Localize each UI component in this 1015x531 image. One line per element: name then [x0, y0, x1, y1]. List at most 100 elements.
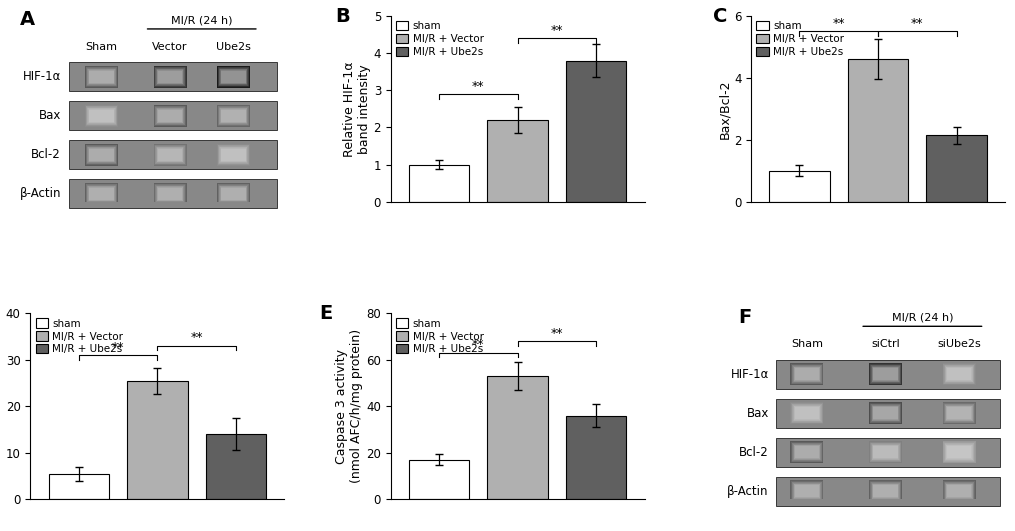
Bar [217, 144, 250, 166]
Bar [217, 106, 250, 126]
Text: siCtrl: siCtrl [871, 339, 900, 349]
Bar [794, 484, 820, 499]
Bar [87, 146, 116, 164]
Bar [871, 405, 900, 422]
Bar [945, 483, 973, 500]
Bar [945, 366, 973, 382]
Bar [220, 70, 247, 83]
Bar [945, 365, 973, 383]
Bar [776, 399, 1000, 427]
Bar [218, 67, 249, 86]
Bar [155, 68, 185, 85]
Y-axis label: TUNEL cells (%): TUNEL cells (%) [0, 357, 3, 456]
Bar [793, 443, 821, 461]
Bar [794, 406, 820, 420]
Text: **: ** [191, 331, 203, 345]
Bar [869, 402, 902, 424]
Bar [487, 376, 548, 499]
Text: siUbe2s: siUbe2s [937, 339, 982, 349]
Bar [219, 107, 248, 125]
Bar [791, 442, 823, 463]
Bar [220, 108, 247, 123]
Bar [87, 108, 116, 124]
Text: Sham: Sham [85, 42, 118, 52]
Legend: sham, MI/R + Vector, MI/R + Ube2s: sham, MI/R + Vector, MI/R + Ube2s [396, 319, 484, 354]
Bar [89, 71, 114, 83]
Bar [945, 405, 973, 422]
Text: F: F [738, 308, 752, 327]
Bar [946, 484, 972, 498]
Bar [874, 485, 897, 498]
Bar [156, 148, 184, 162]
Bar [793, 366, 821, 382]
Bar [154, 184, 186, 203]
Bar [944, 443, 974, 461]
Bar [944, 482, 974, 501]
Bar [219, 186, 248, 202]
Text: β-Actin: β-Actin [728, 485, 769, 498]
Bar [155, 185, 185, 203]
Bar [792, 404, 822, 423]
Bar [776, 438, 1000, 467]
Legend: sham, MI/R + Vector, MI/R + Ube2s: sham, MI/R + Vector, MI/R + Ube2s [36, 319, 124, 354]
Text: **: ** [551, 24, 563, 37]
Bar [158, 149, 182, 161]
Bar [792, 365, 822, 383]
Bar [927, 135, 987, 202]
Bar [791, 403, 823, 423]
Bar [943, 481, 975, 502]
Bar [873, 367, 898, 381]
Bar [154, 67, 186, 86]
Text: C: C [713, 7, 728, 25]
Bar [792, 443, 822, 461]
Text: **: ** [832, 17, 844, 30]
Bar [217, 66, 250, 88]
Bar [791, 441, 823, 463]
Bar [946, 484, 972, 499]
Bar [221, 71, 246, 83]
Bar [217, 145, 250, 165]
Bar [943, 442, 975, 463]
Bar [89, 149, 114, 161]
Bar [793, 405, 821, 421]
Text: **: ** [112, 341, 124, 354]
Bar [156, 70, 184, 84]
Bar [871, 443, 900, 461]
Bar [89, 188, 114, 200]
Bar [943, 402, 975, 424]
Bar [219, 146, 248, 164]
Bar [874, 407, 897, 419]
Bar [156, 147, 184, 163]
Bar [219, 68, 248, 85]
Bar [793, 483, 821, 500]
Bar [85, 183, 118, 204]
Bar [943, 441, 975, 463]
Bar [947, 446, 971, 458]
Text: **: ** [911, 17, 924, 30]
Text: Bcl-2: Bcl-2 [739, 446, 769, 459]
Bar [566, 61, 626, 202]
Bar [794, 367, 820, 382]
Bar [874, 368, 897, 380]
Bar [409, 460, 469, 499]
Bar [872, 405, 899, 421]
Bar [946, 367, 972, 381]
Bar [220, 186, 247, 201]
Bar [869, 481, 902, 502]
Bar [792, 482, 822, 501]
Text: Bax: Bax [746, 407, 769, 419]
Text: Bax: Bax [39, 109, 61, 122]
Bar [154, 145, 186, 164]
Bar [88, 148, 115, 161]
Bar [795, 407, 819, 419]
Bar [946, 406, 972, 421]
Bar [156, 186, 184, 202]
Y-axis label: Bax/Bcl-2: Bax/Bcl-2 [718, 79, 731, 139]
Bar [217, 183, 250, 204]
Bar [157, 109, 183, 123]
Bar [154, 184, 186, 204]
Text: HIF-1α: HIF-1α [731, 367, 769, 381]
Bar [86, 145, 117, 164]
Bar [848, 59, 908, 202]
Bar [221, 188, 246, 200]
